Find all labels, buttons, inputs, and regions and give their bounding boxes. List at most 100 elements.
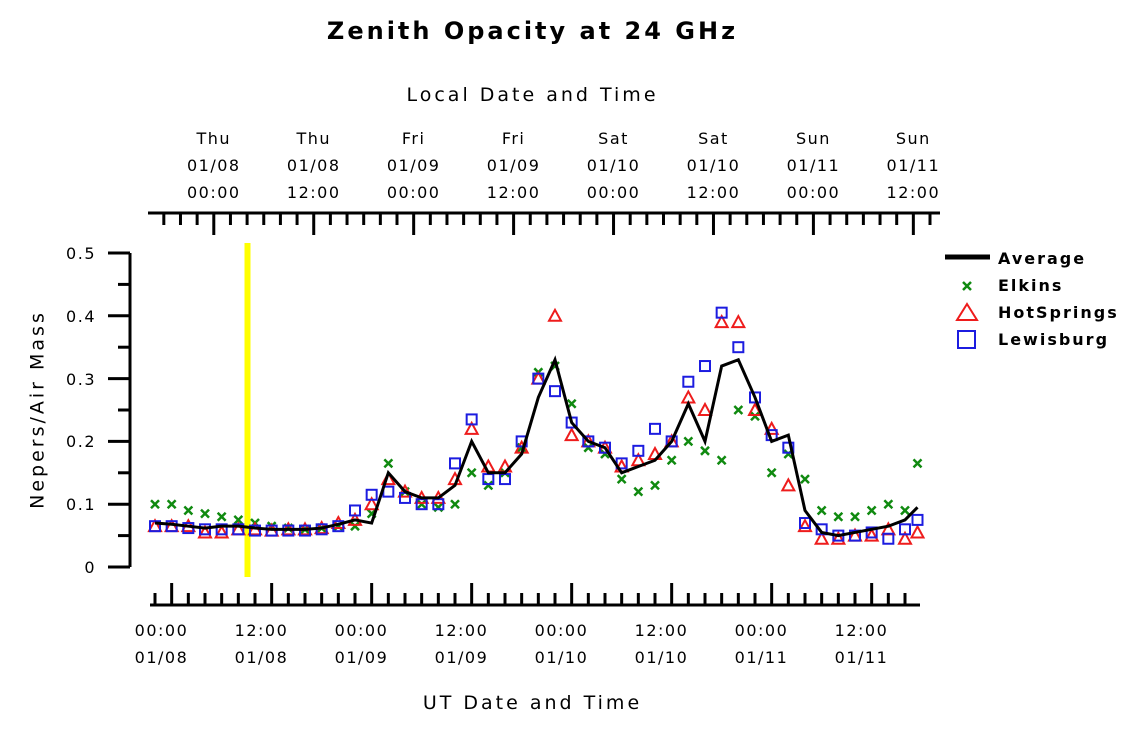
- top-tick-label: Thu 01/08 12:00: [286, 129, 341, 202]
- x-tick-label: 00:00 01/09: [334, 621, 389, 667]
- legend-label: Average: [998, 249, 1087, 268]
- lewisburg-point: [349, 504, 361, 517]
- legend-label: Lewisburg: [998, 330, 1110, 349]
- legend-swatch: [962, 281, 972, 291]
- lewisburg-point: [549, 385, 561, 398]
- elkins-point: [800, 474, 810, 484]
- hotsprings-point: [563, 427, 580, 442]
- hotsprings-point: [797, 518, 813, 533]
- chart-title: Zenith Opacity at 24 GHz: [326, 17, 739, 45]
- lewisburg-point: [749, 391, 761, 404]
- elkins-point: [650, 480, 660, 491]
- elkins-point: [450, 499, 460, 510]
- elkins-point: [683, 436, 694, 447]
- elkins-point: [466, 467, 477, 478]
- lewisburg-point: [532, 372, 545, 385]
- average-line: [154, 355, 919, 538]
- lewisburg-point: [799, 517, 811, 530]
- elkins-point: [416, 499, 427, 510]
- elkins-point: [633, 486, 644, 497]
- lewisburg-point: [199, 523, 211, 536]
- elkins-point: [833, 511, 844, 522]
- elkins-point: [566, 398, 577, 409]
- y-tick-label: 0.2: [66, 432, 96, 452]
- lewisburg-point: [465, 413, 478, 426]
- legend-label: Elkins: [998, 276, 1064, 295]
- lewisburg-point: [665, 435, 678, 448]
- top-tick-label: Thu 01/08 00:00: [186, 129, 241, 202]
- elkins-point: [233, 515, 244, 525]
- elkins-point: [183, 505, 194, 516]
- lewisburg-point: [865, 526, 878, 539]
- hotsprings-point: [863, 527, 880, 542]
- y-tick-label: 0.4: [66, 306, 96, 326]
- lewisburg-point: [599, 441, 611, 454]
- hotsprings-point: [397, 483, 413, 498]
- top-tick-label: Fri 01/09 12:00: [486, 129, 541, 202]
- y-tick-label: 0.5: [66, 244, 96, 263]
- elkins-point: [216, 511, 227, 522]
- top-tick-label: Sun 01/11 00:00: [786, 129, 841, 202]
- hotsprings-point: [897, 530, 913, 545]
- lewisburg-point: [232, 523, 245, 536]
- elkins-point: [483, 480, 494, 491]
- hotsprings-point: [830, 530, 847, 545]
- elkins-point: [716, 455, 727, 466]
- hotsprings-point: [730, 313, 747, 329]
- y-tick-label: 0.3: [66, 369, 96, 389]
- hotsprings-point: [813, 530, 830, 545]
- elkins-point: [883, 499, 894, 510]
- lewisburg-point: [449, 457, 461, 470]
- y-tick-label: 0: [84, 558, 96, 577]
- elkins-point: [200, 508, 210, 519]
- lewisburg-point: [649, 422, 661, 435]
- elkins-point: [912, 458, 923, 469]
- elkins-point: [166, 499, 177, 510]
- x-axis-title: UT Date and Time: [422, 692, 643, 714]
- elkins-point: [816, 505, 827, 516]
- lewisburg-point: [699, 360, 711, 373]
- hotsprings-point: [909, 524, 926, 539]
- hotsprings-point: [363, 496, 380, 511]
- x-tick-label: 12:00 01/08: [234, 621, 289, 667]
- elkins-point: [733, 405, 744, 415]
- lewisburg-point: [149, 520, 161, 533]
- lewisburg-point: [249, 524, 261, 537]
- x-tick-label: 12:00 01/11: [834, 621, 889, 667]
- lewisburg-point: [782, 441, 795, 454]
- top-axis-title: Local Date and Time: [406, 84, 659, 106]
- lewisburg-point: [682, 375, 695, 388]
- top-tick-label: Fri 01/09 00:00: [386, 129, 441, 202]
- hotsprings-point: [547, 307, 563, 322]
- x-tick-label: 00:00 01/08: [134, 621, 189, 667]
- elkins-point: [900, 505, 910, 516]
- elkins-point: [766, 467, 777, 478]
- hotsprings-point: [697, 401, 713, 416]
- hotsprings-point: [763, 420, 780, 435]
- legend-swatch: [955, 302, 979, 321]
- lewisburg-point: [582, 435, 595, 448]
- hotsprings-point: [780, 477, 797, 492]
- elkins-point: [150, 499, 160, 510]
- hotsprings-point: [213, 524, 230, 539]
- top-tick-label: Sat 01/10 00:00: [586, 129, 641, 202]
- lewisburg-point: [815, 523, 828, 536]
- x-tick-label: 00:00 01/11: [734, 621, 789, 667]
- elkins-point: [750, 411, 760, 422]
- lewisburg-point: [882, 532, 895, 545]
- lewisburg-point: [899, 523, 911, 536]
- lewisburg-point: [732, 341, 745, 354]
- elkins-point: [850, 511, 860, 522]
- y-axis-title: Nepers/Air Mass: [26, 310, 49, 509]
- hotsprings-point: [197, 524, 213, 539]
- top-tick-label: Sat 01/10 12:00: [686, 129, 741, 202]
- elkins-point: [666, 455, 677, 466]
- x-tick-label: 12:00 01/10: [634, 621, 689, 667]
- elkins-point: [616, 474, 627, 484]
- hotsprings-point: [713, 313, 730, 329]
- elkins-point: [866, 505, 877, 516]
- elkins-point: [700, 445, 710, 456]
- x-tick-label: 12:00 01/09: [434, 621, 489, 667]
- elkins-point: [583, 442, 594, 453]
